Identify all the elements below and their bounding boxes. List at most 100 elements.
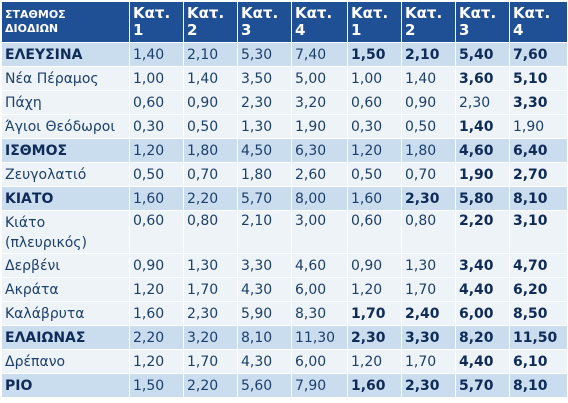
toll-price-cell: 1,90	[509, 114, 568, 139]
toll-price-cell: 1,30	[183, 253, 238, 278]
toll-price-cell: 5,10	[509, 66, 568, 91]
toll-price-cell: 1,60	[347, 373, 402, 398]
station-name: Νέα Πέραμος	[1, 66, 130, 91]
toll-price-cell: 2,10	[237, 210, 292, 254]
toll-price-cell: 5,80	[455, 186, 510, 211]
toll-price-cell: 1,00	[129, 66, 184, 91]
table-row: Καλάβρυτα 1,60 2,30 5,90 8,30 1,70 2,40 6,00 8,5…	[1, 301, 568, 326]
toll-price-cell: 2,60	[291, 162, 348, 187]
toll-price-cell: 0,50	[129, 162, 184, 187]
toll-price-cell: 1,30	[401, 253, 456, 278]
toll-price-cell: 7,40	[291, 42, 348, 67]
category-column-header: Κατ. 3	[455, 1, 510, 43]
toll-price-cell: 6,30	[291, 138, 348, 163]
toll-price-cell: 0,70	[401, 162, 456, 187]
toll-price-cell: 5,70	[237, 186, 292, 211]
toll-price-cell: 6,00	[291, 277, 348, 302]
toll-price-cell: 2,40	[401, 301, 456, 326]
table-header: ΣΤΑΘΜΟΣ ΔΙΟΔΙΩΝ Κατ. 1 Κατ. 2 Κατ. 3 Κατ. 4 Κατ.…	[1, 1, 568, 43]
toll-price-cell: 0,80	[401, 210, 456, 254]
toll-price-cell: 2,20	[129, 325, 184, 350]
toll-price-cell: 0,50	[183, 114, 238, 139]
toll-price-cell: 8,20	[455, 325, 510, 350]
toll-price-cell: 3,40	[455, 253, 510, 278]
toll-price-cell: 1,70	[401, 349, 456, 374]
toll-price-cell: 3,10	[509, 210, 568, 254]
toll-price-cell: 11,30	[291, 325, 348, 350]
toll-price-cell: 7,60	[509, 42, 568, 67]
toll-price-cell: 0,70	[183, 162, 238, 187]
toll-price-cell: 1,90	[291, 114, 348, 139]
toll-price-cell: 11,50	[509, 325, 568, 350]
station-name: Κιάτο (πλευρικός)	[1, 210, 130, 254]
toll-price-cell: 0,60	[347, 210, 402, 254]
toll-price-cell: 0,90	[183, 90, 238, 115]
toll-price-cell: 8,10	[509, 373, 568, 398]
toll-price-cell: 3,30	[509, 90, 568, 115]
toll-price-cell: 1,70	[347, 301, 402, 326]
toll-price-cell: 1,20	[347, 138, 402, 163]
category-column-header: Κατ. 2	[183, 1, 238, 43]
category-header-number: 2	[405, 21, 416, 39]
table-row: Άγιοι Θεόδωροι 0,30 0,50 1,30 1,90 0,30 0,50 1,…	[1, 114, 568, 139]
category-header-number: 4	[513, 21, 524, 39]
toll-price-cell: 5,60	[237, 373, 292, 398]
table-row: Κιάτο (πλευρικός) 0,60 0,80 2,10 3,00 0,60 0,8…	[1, 210, 568, 254]
table-row: Ζευγολατιό 0,50 0,70 1,80 2,60 0,50 0,70 1,90 2,…	[1, 162, 568, 187]
toll-price-cell: 0,60	[129, 210, 184, 254]
category-header-number: 2	[187, 21, 198, 39]
toll-price-cell: 2,30	[183, 301, 238, 326]
toll-price-cell: 0,60	[129, 90, 184, 115]
toll-price-cell: 2,10	[401, 42, 456, 67]
table-body: ΕΛΕΥΣΙΝΑ 1,40 2,10 5,30 7,40 1,50 2,10 5,40 7,60…	[1, 42, 568, 398]
toll-price-cell: 5,30	[237, 42, 292, 67]
station-name: Ζευγολατιό	[1, 162, 130, 187]
category-header-number: 1	[133, 21, 144, 39]
toll-price-cell: 1,60	[347, 186, 402, 211]
category-header-number: 1	[351, 21, 362, 39]
table-row: ΚΙΑΤΟ 1,60 2,20 5,70 8,00 1,60 2,30 5,80 8,10	[1, 186, 568, 211]
toll-price-cell: 1,20	[129, 277, 184, 302]
station-name: Δρέπανο	[1, 349, 130, 374]
toll-price-cell: 2,30	[237, 90, 292, 115]
toll-price-cell: 1,40	[455, 114, 510, 139]
toll-price-cell: 2,30	[401, 373, 456, 398]
toll-price-cell: 1,70	[183, 349, 238, 374]
category-header-number: 3	[459, 21, 470, 39]
toll-price-cell: 0,90	[401, 90, 456, 115]
toll-price-cell: 8,00	[291, 186, 348, 211]
toll-price-cell: 3,20	[291, 90, 348, 115]
toll-price-cell: 1,40	[183, 66, 238, 91]
category-header-label: Κατ.	[187, 4, 225, 22]
toll-price-cell: 2,70	[509, 162, 568, 187]
toll-price-cell: 6,20	[509, 277, 568, 302]
toll-price-cell: 8,50	[509, 301, 568, 326]
toll-price-cell: 5,70	[455, 373, 510, 398]
toll-price-cell: 2,20	[183, 373, 238, 398]
toll-price-cell: 0,50	[401, 114, 456, 139]
toll-price-cell: 3,30	[237, 253, 292, 278]
category-column-header: Κατ. 2	[401, 1, 456, 43]
toll-price-cell: 2,30	[401, 186, 456, 211]
category-column-header: Κατ. 1	[347, 1, 402, 43]
station-name: Ακράτα	[1, 277, 130, 302]
table-row: Πάχη 0,60 0,90 2,30 3,20 0,60 0,90 2,30 3,30	[1, 90, 568, 115]
category-header-label: Κατ.	[459, 4, 497, 22]
toll-price-cell: 8,30	[291, 301, 348, 326]
toll-price-cell: 1,60	[129, 301, 184, 326]
toll-price-cell: 1,00	[347, 66, 402, 91]
toll-price-cell: 0,90	[129, 253, 184, 278]
category-header-label: Κατ.	[351, 4, 389, 22]
station-column-header: ΣΤΑΘΜΟΣ ΔΙΟΔΙΩΝ	[1, 1, 130, 43]
table-row: ΕΛΑΙΩΝΑΣ 2,20 3,20 8,10 11,30 2,30 3,30 8,20 11,…	[1, 325, 568, 350]
category-header-label: Κατ.	[295, 4, 333, 22]
toll-price-cell: 3,20	[183, 325, 238, 350]
toll-price-cell: 1,80	[183, 138, 238, 163]
toll-price-cell: 5,40	[455, 42, 510, 67]
station-header-line2: ΔΙΟΔΙΩΝ	[5, 22, 59, 35]
toll-price-cell: 3,50	[237, 66, 292, 91]
station-name: ΙΣΘΜΟΣ	[1, 138, 130, 163]
toll-price-cell: 8,10	[237, 325, 292, 350]
station-name: ΚΙΑΤΟ	[1, 186, 130, 211]
station-name: ΡΙΟ	[1, 373, 130, 398]
